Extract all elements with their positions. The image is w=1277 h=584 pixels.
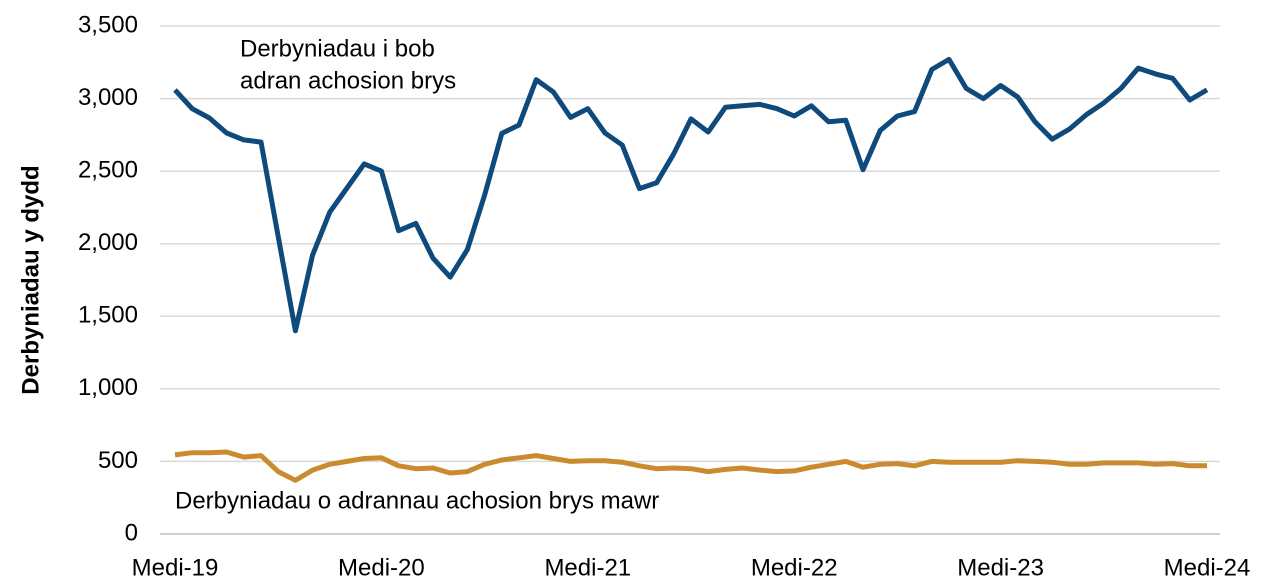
y-tick-label: 0 [125, 519, 138, 546]
x-tick-label: Medi-20 [338, 554, 425, 581]
series-line [174, 449, 1207, 483]
y-tick-label: 1,000 [78, 374, 138, 401]
x-tick-label: Medi-21 [544, 554, 631, 581]
y-tick-label: 1,500 [78, 302, 138, 329]
x-tick-label: Medi-24 [1164, 554, 1251, 581]
y-tick-label: 500 [98, 447, 138, 474]
series-label: Derbyniadau i bob [240, 35, 435, 62]
x-tick-label: Medi-23 [957, 554, 1044, 581]
series-line [173, 56, 1209, 334]
y-tick-label: 2,500 [78, 156, 138, 183]
x-tick-label: Medi-19 [132, 554, 219, 581]
y-tick-label: 3,000 [78, 84, 138, 111]
series-label: adran achosion brys [240, 67, 456, 94]
x-tick-label: Medi-22 [751, 554, 838, 581]
series-label: Derbyniadau o adrannau achosion brys maw… [175, 487, 659, 514]
y-axis-label: Derbyniadau y dydd [17, 165, 44, 394]
y-tick-label: 2,000 [78, 229, 138, 256]
y-tick-label: 3,500 [78, 11, 138, 38]
